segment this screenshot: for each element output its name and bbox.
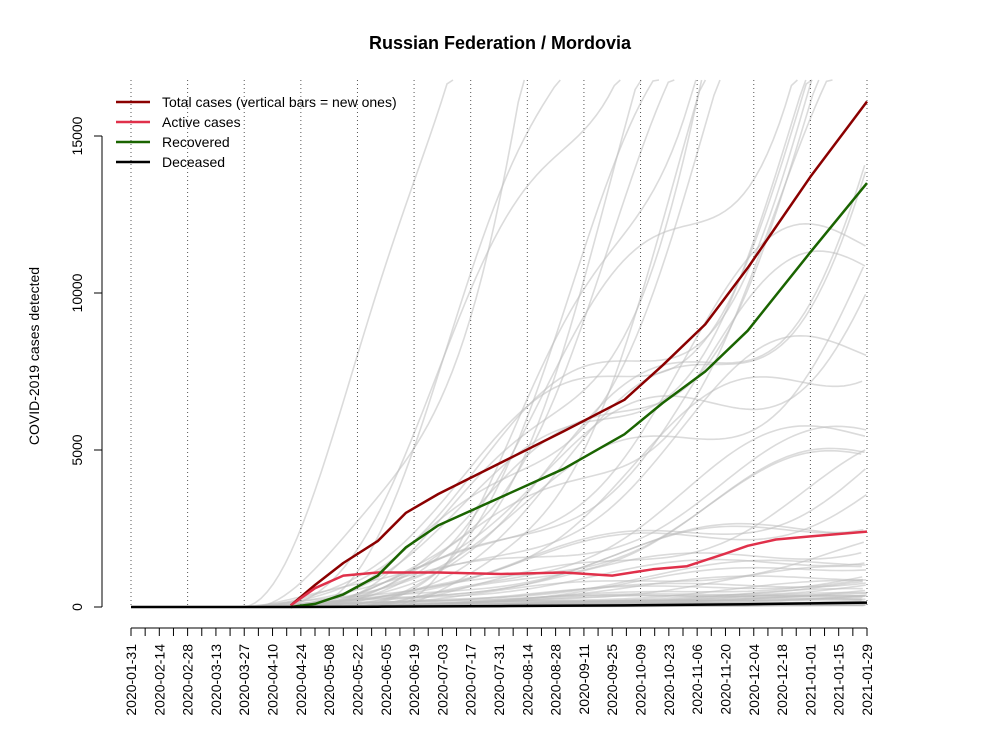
chart-title: Russian Federation / Mordovia [369, 33, 632, 53]
x-tick-label: 2020-11-06 [689, 644, 705, 715]
x-tick-label: 2020-07-17 [463, 644, 479, 716]
background-series-line [243, 551, 862, 608]
background-series-line [331, 171, 867, 608]
y-tick-label: 0 [69, 603, 85, 611]
axes-group: 0 5000 10000 15000 2020-01-31 2020-02-14 2020-… [69, 116, 875, 715]
series-line [290, 182, 868, 609]
series-line [289, 530, 868, 607]
x-tick-label: 2020-06-05 [378, 644, 394, 716]
x-tick-label: 2020-07-31 [491, 644, 507, 716]
background-series-line [271, 79, 807, 608]
background-series-line [360, 425, 866, 608]
x-tick-label: 2020-11-20 [718, 644, 734, 715]
background-series-line [379, 566, 867, 608]
background-series-line [254, 79, 813, 608]
background-series-line [300, 165, 866, 608]
y-tick-label: 10000 [69, 273, 85, 312]
x-tick-label: 2021-01-15 [831, 644, 847, 716]
x-tick-label: 2020-08-28 [548, 644, 564, 716]
grid-group [130, 80, 868, 607]
background-series-line [269, 266, 865, 608]
background-series-line [308, 79, 561, 608]
background-series-line [297, 449, 862, 608]
x-tick-label: 2021-01-29 [859, 644, 875, 716]
x-tick-label: 2020-01-31 [123, 644, 139, 716]
x-tick-label: 2020-02-14 [151, 644, 167, 716]
background-series-line [305, 79, 721, 608]
x-tick-label: 2020-08-14 [519, 644, 535, 716]
background-series-line [278, 79, 621, 608]
y-axis-label: COVID-2019 cases detected [26, 267, 42, 445]
background-series-line [247, 293, 867, 608]
x-tick-label: 2020-12-18 [774, 644, 790, 716]
background-series-line [354, 447, 865, 608]
background-series-line [305, 79, 703, 608]
x-tick-label: 2020-03-27 [236, 644, 252, 716]
x-tick-label: 2020-06-19 [406, 644, 422, 716]
background-series-line [283, 559, 866, 608]
background-series-line [242, 79, 454, 608]
x-tick-label: 2020-07-03 [434, 644, 450, 716]
y-tick-label: 5000 [69, 434, 85, 465]
series-line [131, 601, 868, 609]
y-tick-label: 15000 [69, 116, 85, 155]
x-tick-label: 2020-10-09 [633, 644, 649, 716]
x-tick-label: 2020-12-04 [746, 644, 762, 716]
background-series-line [301, 222, 866, 608]
legend-label: Total cases (vertical bars = new ones) [162, 94, 397, 110]
background-series-line [259, 79, 813, 608]
background-series-line [323, 541, 865, 608]
legend: Total cases (vertical bars = new ones) Ac… [116, 94, 397, 170]
x-tick-label: 2020-09-11 [576, 644, 592, 715]
series-group [131, 100, 868, 609]
x-tick-label: 2020-04-24 [293, 644, 309, 716]
x-tick-label: 2020-05-08 [321, 644, 337, 716]
x-tick-label: 2021-01-01 [802, 644, 818, 716]
x-tick-label: 2020-10-23 [661, 644, 677, 716]
x-tick-label: 2020-05-22 [350, 644, 366, 716]
background-series-line [305, 79, 798, 608]
x-tick-label: 2020-03-13 [208, 644, 224, 716]
x-tick-label: 2020-02-28 [180, 644, 196, 716]
series-line [289, 100, 868, 607]
background-series-line [393, 79, 707, 608]
x-tick-label: 2020-09-25 [604, 644, 620, 716]
background-series-line [236, 494, 867, 608]
legend-label: Deceased [162, 154, 225, 170]
background-series-group [236, 79, 867, 608]
background-series-line [314, 79, 820, 608]
background-series-line [254, 79, 526, 608]
legend-label: Active cases [162, 114, 241, 130]
x-tick-label: 2020-04-10 [265, 644, 281, 716]
background-series-line [352, 79, 660, 608]
background-series-line [307, 334, 867, 608]
legend-label: Recovered [162, 134, 230, 150]
